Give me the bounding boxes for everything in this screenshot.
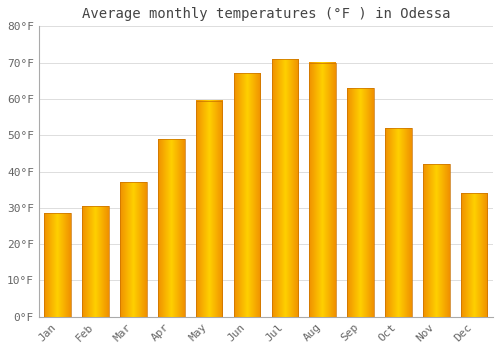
Bar [82, 206, 109, 317]
Bar [385, 128, 411, 317]
Bar [272, 59, 298, 317]
Bar [120, 182, 146, 317]
Bar [423, 164, 450, 317]
Bar [461, 193, 487, 317]
Bar [44, 213, 71, 317]
Bar [310, 63, 336, 317]
Bar [196, 101, 222, 317]
Bar [348, 88, 374, 317]
Title: Average monthly temperatures (°F ) in Odessa: Average monthly temperatures (°F ) in Od… [82, 7, 450, 21]
Bar [158, 139, 184, 317]
Bar [234, 74, 260, 317]
